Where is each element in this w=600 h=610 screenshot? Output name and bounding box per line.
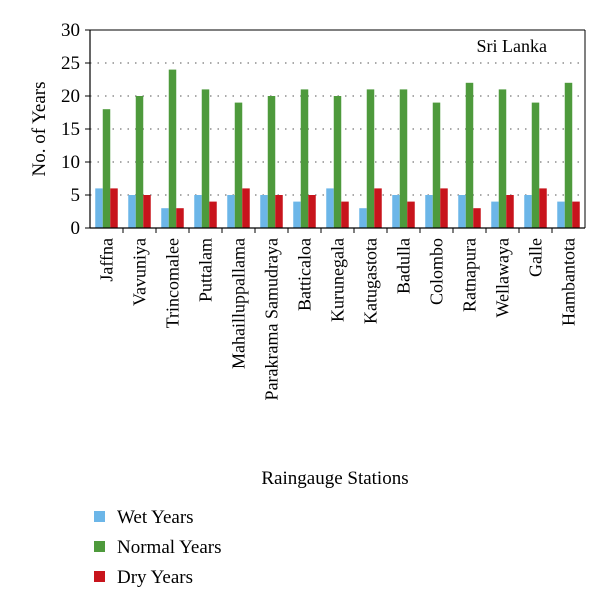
bar-dry-years — [308, 195, 316, 228]
bar-dry-years — [209, 201, 217, 228]
bar-normal-years — [267, 96, 276, 228]
bar-normal-years — [234, 102, 243, 228]
bar-wet-years — [128, 195, 136, 228]
bar-normal-years — [135, 96, 144, 228]
x-tick-label: Vavuniya — [130, 238, 150, 306]
bar-normal-years — [498, 89, 507, 229]
bar-wet-years — [95, 188, 103, 228]
bar-wet-years — [392, 195, 400, 228]
legend-label: Dry Years — [117, 567, 193, 588]
bar-normal-years — [333, 96, 342, 228]
x-tick-labels: Jaffna Vavuniya Trincomalee Puttalam Mahaill… — [97, 238, 579, 400]
bar-wet-years — [458, 195, 466, 228]
x-tick-label: Batticaloa — [295, 238, 315, 311]
x-tick-label: Wellawaya — [493, 238, 513, 318]
bar-dry-years — [275, 195, 283, 228]
bar-wet-years — [326, 188, 334, 228]
bar-dry-years — [374, 188, 382, 228]
y-tick-labels: 0 5 10 15 20 25 30 — [61, 20, 80, 239]
legend: Wet Years Normal Years Dry Years — [94, 507, 222, 588]
bar-dry-years — [143, 195, 151, 228]
bar-dry-years — [473, 208, 481, 228]
y-tick-label: 5 — [71, 185, 81, 206]
legend-swatch — [94, 511, 105, 522]
bar-wet-years — [425, 195, 433, 228]
x-tick-label: Jaffna — [97, 238, 117, 282]
x-tick-label: Mahailluppallama — [229, 238, 249, 369]
bar-dry-years — [176, 208, 184, 228]
bar-wet-years — [491, 201, 499, 228]
legend-label: Wet Years — [117, 507, 194, 528]
bar-dry-years — [572, 201, 580, 228]
x-tick-label: Ratnapura — [460, 238, 480, 312]
y-tick-label: 20 — [61, 86, 80, 107]
bar-normal-years — [465, 82, 474, 228]
bar-normal-years — [531, 102, 540, 228]
bar-normal-years — [102, 109, 111, 228]
bar-normal-years — [300, 89, 309, 229]
x-tick-label: Galle — [526, 238, 546, 277]
bar-dry-years — [407, 201, 415, 228]
legend-swatch — [94, 541, 105, 552]
bar-normal-years — [366, 89, 375, 229]
bar-dry-years — [341, 201, 349, 228]
y-axis-title: No. of Years — [29, 82, 50, 177]
y-tick-label: 25 — [61, 53, 80, 74]
x-tick-label: Kurunegala — [328, 238, 348, 322]
chart-annotation: Sri Lanka — [477, 36, 547, 56]
y-tick-label: 15 — [61, 119, 80, 140]
bar-normal-years — [564, 82, 573, 228]
x-axis-title: Raingauge Stations — [261, 468, 408, 489]
bar-wet-years — [359, 208, 367, 228]
x-tick-label: Parakrama Samudraya — [262, 238, 282, 400]
bar-wet-years — [293, 201, 301, 228]
bar-wet-years — [194, 195, 202, 228]
bars — [95, 69, 580, 229]
bar-normal-years — [432, 102, 441, 228]
bar-normal-years — [201, 89, 210, 229]
bar-wet-years — [260, 195, 268, 228]
x-tick-label: Badulla — [394, 238, 414, 294]
bar-dry-years — [110, 188, 118, 228]
bar-normal-years — [168, 69, 177, 228]
bar-dry-years — [506, 195, 514, 228]
x-tick-label: Colombo — [427, 238, 447, 305]
y-tick-label: 0 — [71, 218, 81, 239]
x-tick-label: Katugastota — [361, 238, 381, 324]
legend-swatch — [94, 571, 105, 582]
x-tick-label: Puttalam — [196, 238, 216, 302]
bar-wet-years — [557, 201, 565, 228]
y-tick-label: 30 — [61, 20, 80, 41]
x-tick-label: Hambantota — [559, 238, 579, 326]
bar-wet-years — [524, 195, 532, 228]
legend-label: Normal Years — [117, 537, 222, 558]
bar-wet-years — [161, 208, 169, 228]
x-tick-label: Trincomalee — [163, 238, 183, 328]
bar-dry-years — [242, 188, 250, 228]
bar-normal-years — [399, 89, 408, 229]
bar-wet-years — [227, 195, 235, 228]
y-tick-label: 10 — [61, 152, 80, 173]
bar-dry-years — [440, 188, 448, 228]
axes — [85, 29, 586, 233]
bar-dry-years — [539, 188, 547, 228]
